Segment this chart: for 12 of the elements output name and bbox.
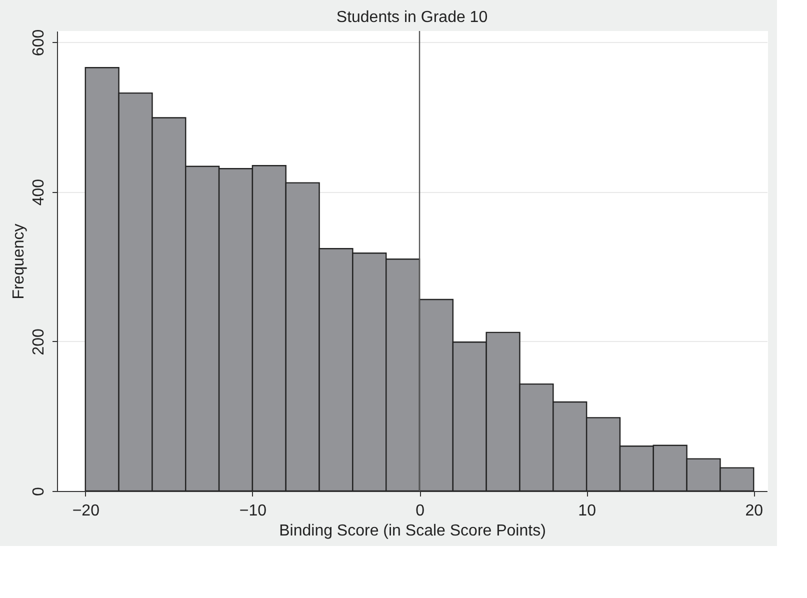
- y-tick-label: 200: [30, 328, 48, 356]
- y-tick-label: 600: [30, 29, 48, 56]
- x-axis-title: Binding Score (in Scale Score Points): [279, 522, 546, 540]
- y-axis-title: Frequency: [10, 224, 28, 300]
- x-tick-label: −20: [72, 502, 100, 520]
- x-tick-label: 20: [745, 502, 764, 520]
- y-tick-label: 400: [30, 178, 48, 206]
- x-tick-label: −10: [239, 502, 267, 520]
- chart-title: Students in Grade 10: [336, 8, 488, 26]
- x-tick-label: 10: [578, 502, 596, 520]
- y-tick-label: 0: [30, 486, 48, 496]
- x-tick-label: 0: [416, 502, 425, 520]
